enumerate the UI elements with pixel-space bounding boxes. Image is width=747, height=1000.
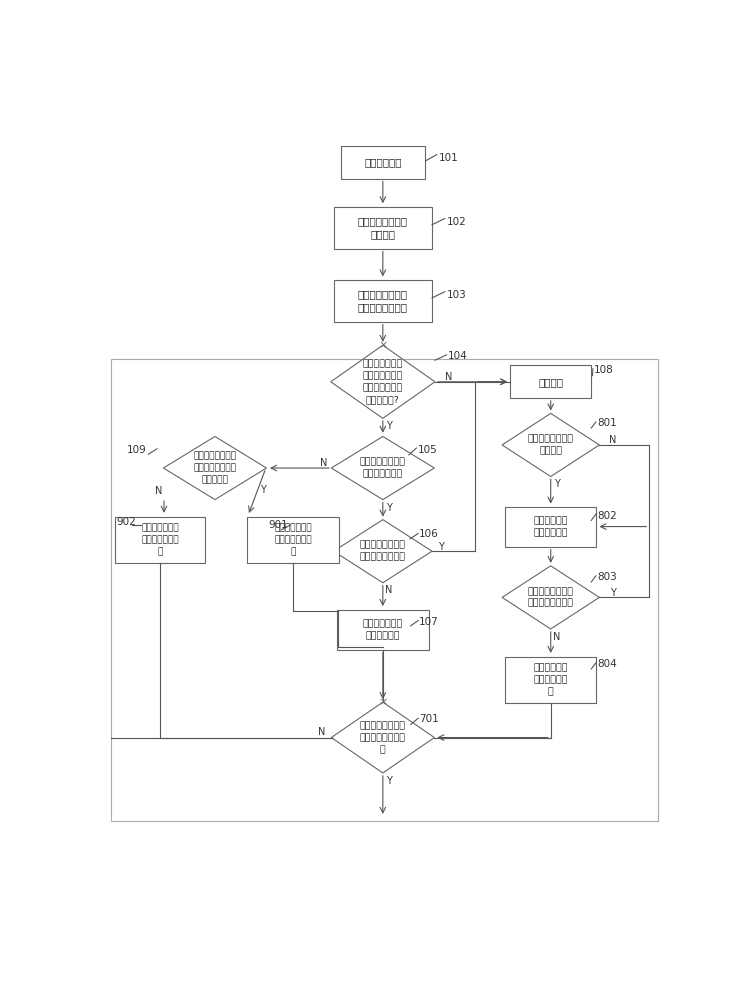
Polygon shape bbox=[334, 520, 432, 583]
FancyBboxPatch shape bbox=[334, 207, 432, 249]
Text: 108: 108 bbox=[594, 365, 614, 375]
Text: 开启汽车车窗智能
调节系统: 开启汽车车窗智能 调节系统 bbox=[358, 216, 408, 239]
Text: 902: 902 bbox=[117, 517, 136, 527]
Text: 自动向后平移天
窗并反馈平移程
度: 自动向后平移天 窗并反馈平移程 度 bbox=[141, 523, 179, 556]
Text: N: N bbox=[553, 632, 560, 642]
FancyBboxPatch shape bbox=[341, 146, 425, 179]
Text: 102: 102 bbox=[447, 217, 466, 227]
Bar bbox=[111, 359, 658, 821]
Text: Y: Y bbox=[385, 776, 391, 786]
Text: N: N bbox=[445, 372, 453, 382]
Text: 701: 701 bbox=[419, 714, 439, 724]
Text: 暂停关闭并开
启等待计时器: 暂停关闭并开 启等待计时器 bbox=[533, 516, 568, 537]
Text: Y: Y bbox=[385, 503, 391, 513]
FancyBboxPatch shape bbox=[115, 517, 205, 563]
Polygon shape bbox=[502, 566, 599, 629]
Text: 是否存在手动控制
信号来控制车窗开
闭: 是否存在手动控制 信号来控制车窗开 闭 bbox=[360, 721, 406, 754]
Text: 空气质量传感器
检测到车内空气
质量是否低于车
外空气质量?: 空气质量传感器 检测到车内空气 质量是否低于车 外空气质量? bbox=[363, 360, 403, 404]
Text: 雨量阳光传感器检
测到车外阳光是否
大于预定值: 雨量阳光传感器检 测到车外阳光是否 大于预定值 bbox=[193, 452, 237, 484]
Text: 开启点火开关: 开启点火开关 bbox=[364, 157, 402, 167]
Text: N: N bbox=[609, 435, 616, 445]
Text: ×: × bbox=[378, 697, 388, 707]
Text: 继续关闭车窗
并反馈关闭程
度: 继续关闭车窗 并反馈关闭程 度 bbox=[533, 663, 568, 696]
Text: 启动传感器系统对
环境信息进行采集: 启动传感器系统对 环境信息进行采集 bbox=[358, 289, 408, 313]
FancyBboxPatch shape bbox=[337, 610, 429, 650]
Text: 803: 803 bbox=[597, 572, 617, 582]
Text: N: N bbox=[155, 486, 162, 496]
Text: 804: 804 bbox=[597, 659, 617, 669]
Text: 109: 109 bbox=[127, 445, 146, 455]
Text: 车窗关闭过程中遇
到障碍物: 车窗关闭过程中遇 到障碍物 bbox=[527, 435, 574, 455]
Text: N: N bbox=[317, 727, 325, 737]
Polygon shape bbox=[332, 436, 434, 500]
Text: N: N bbox=[320, 458, 327, 468]
Text: 自动向上升起天
窗并升起幅开程
度: 自动向上升起天 窗并升起幅开程 度 bbox=[274, 523, 312, 556]
Polygon shape bbox=[164, 436, 267, 500]
Text: 关闭车窗: 关闭车窗 bbox=[539, 377, 563, 387]
Text: 自动打开车窗并
反馈打开程度: 自动打开车窗并 反馈打开程度 bbox=[363, 619, 403, 640]
FancyBboxPatch shape bbox=[334, 280, 432, 322]
Text: 802: 802 bbox=[597, 511, 617, 521]
FancyBboxPatch shape bbox=[510, 365, 592, 398]
Polygon shape bbox=[502, 413, 599, 477]
Text: 105: 105 bbox=[418, 445, 437, 455]
Text: 901: 901 bbox=[269, 520, 288, 530]
Text: Y: Y bbox=[385, 421, 391, 431]
Text: Y: Y bbox=[438, 542, 444, 552]
Text: 101: 101 bbox=[438, 153, 458, 163]
Text: Y: Y bbox=[610, 588, 616, 598]
Text: N: N bbox=[385, 585, 392, 595]
Text: 801: 801 bbox=[597, 418, 617, 428]
Text: ×: × bbox=[378, 340, 388, 350]
Polygon shape bbox=[332, 702, 434, 773]
Text: Y: Y bbox=[554, 479, 560, 489]
Text: 104: 104 bbox=[447, 351, 468, 361]
Text: Y: Y bbox=[260, 485, 266, 495]
Text: 雨量阳光传感器检
测车外是否有雨滴: 雨量阳光传感器检 测车外是否有雨滴 bbox=[360, 541, 406, 562]
FancyBboxPatch shape bbox=[505, 657, 596, 703]
Text: 判断车内空气质量
是否低于预定值: 判断车内空气质量 是否低于预定值 bbox=[360, 458, 406, 478]
FancyBboxPatch shape bbox=[247, 517, 339, 563]
Polygon shape bbox=[331, 345, 435, 418]
Text: 107: 107 bbox=[419, 617, 439, 627]
Text: 103: 103 bbox=[447, 290, 466, 300]
FancyBboxPatch shape bbox=[505, 507, 596, 547]
Text: 106: 106 bbox=[419, 529, 439, 539]
Text: 计时完毕且继续检
测是否还有障碍物: 计时完毕且继续检 测是否还有障碍物 bbox=[527, 587, 574, 608]
